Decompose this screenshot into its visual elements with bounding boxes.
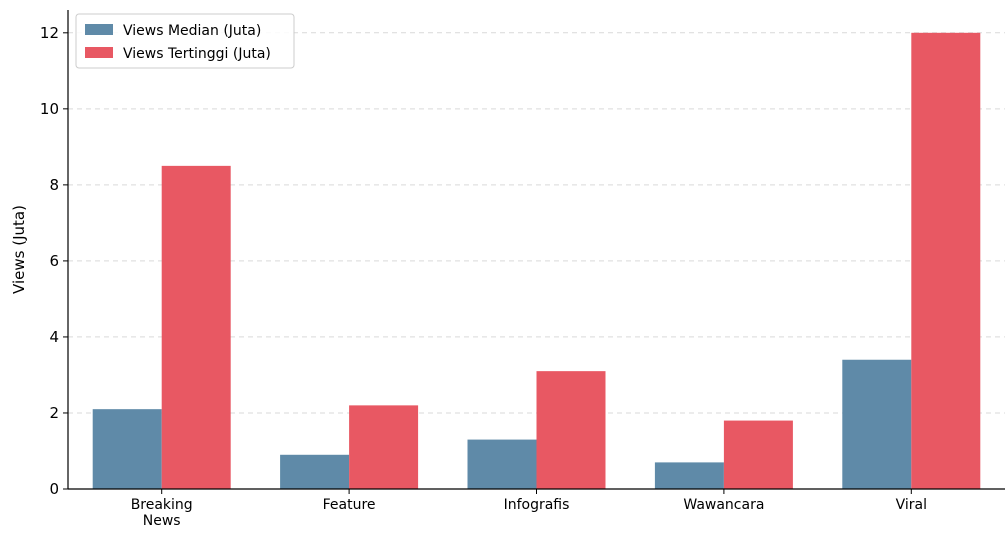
legend-swatch [85, 47, 113, 58]
legend-label: Views Tertinggi (Juta) [123, 46, 271, 62]
bar-tertinggi [349, 405, 419, 489]
y-tick-label: 6 [49, 252, 59, 270]
x-tick-label: Wawancara [683, 497, 764, 513]
x-tick-label: Breaking News [131, 497, 193, 529]
bar-median [467, 439, 537, 489]
x-tick-label: Viral [896, 497, 927, 513]
bar-median [842, 359, 912, 489]
y-tick-label: 8 [49, 176, 59, 194]
y-axis-title: Views (Juta) [10, 205, 28, 294]
y-tick-label: 0 [49, 480, 59, 498]
legend: Views Median (Juta) Views Tertinggi (Juta… [75, 13, 295, 69]
legend-label: Views Median (Juta) [123, 23, 261, 39]
bar-median [654, 462, 724, 489]
bar-tertinggi [723, 420, 793, 489]
bar-tertinggi [161, 165, 231, 489]
y-tick-label: 10 [40, 100, 59, 118]
bar-tertinggi [536, 371, 606, 489]
bar-tertinggi [911, 32, 981, 490]
legend-box [75, 13, 295, 69]
legend-swatch [85, 24, 113, 35]
x-tick-label: Infografis [504, 497, 570, 513]
x-tick-label: Feature [323, 497, 376, 513]
y-ticks: 0 2 4 6 8 10 12 [40, 24, 68, 498]
x-ticks: Breaking News Feature Infografis Wawancara Vi… [131, 489, 927, 529]
bar-median [92, 409, 162, 489]
bars [92, 32, 981, 490]
y-tick-label: 4 [49, 328, 59, 346]
y-tick-label: 12 [40, 24, 59, 42]
y-tick-label: 2 [49, 404, 59, 422]
bar-median [280, 454, 350, 489]
